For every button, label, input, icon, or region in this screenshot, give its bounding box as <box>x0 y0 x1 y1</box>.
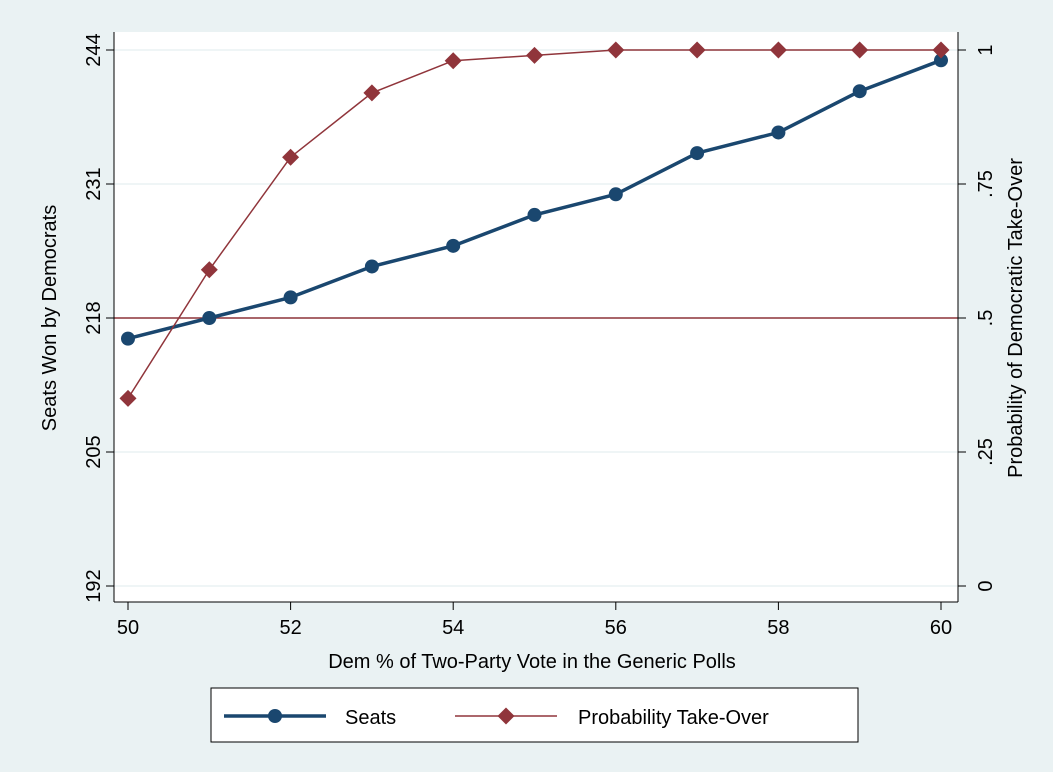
probability-point <box>119 389 137 407</box>
legend-key-seats-marker <box>268 709 282 723</box>
probability-point <box>282 148 300 166</box>
probability-point <box>200 261 218 279</box>
y-right-tick-label: .5 <box>975 310 997 327</box>
legend-label-seats: Seats <box>345 707 396 729</box>
probability-point <box>688 41 706 59</box>
probability-point <box>444 52 462 70</box>
y-left-tick-label: 244 <box>83 33 105 66</box>
probability-point <box>363 84 381 102</box>
seats-point <box>608 187 623 202</box>
seats-point <box>690 146 705 161</box>
y-left-tick-label: 205 <box>83 435 105 468</box>
y-left-tick-label: 231 <box>83 167 105 200</box>
y-right-tick-label: 0 <box>975 580 997 591</box>
probability-point <box>607 41 625 59</box>
seats-point <box>771 125 786 140</box>
x-tick-label: 52 <box>279 617 301 639</box>
seats-point <box>527 207 542 222</box>
y-axis-left-title: Seats Won by Democrats <box>39 205 61 431</box>
x-tick-label: 50 <box>117 617 139 639</box>
y-axis-right-title: Probability of Democratic Take-Over <box>1005 158 1027 478</box>
seats-point <box>364 259 379 274</box>
y-right-tick-label: .25 <box>975 438 997 466</box>
probability-point <box>769 41 787 59</box>
seats-point <box>934 53 948 68</box>
y-left-tick-label: 218 <box>83 301 105 334</box>
series-seats <box>121 53 948 346</box>
seats-point <box>283 290 298 305</box>
seats-point <box>121 331 135 346</box>
seats-point <box>202 311 217 325</box>
legend-label-probability: Probability Take-Over <box>578 707 769 729</box>
legend: Seats Probability Take-Over <box>210 687 859 743</box>
probability-point <box>932 41 950 59</box>
x-tick-label: 60 <box>930 617 952 639</box>
x-tick-label: 56 <box>605 617 627 639</box>
x-tick-label: 58 <box>767 617 789 639</box>
probability-point <box>851 41 869 59</box>
x-tick-label: 54 <box>442 617 464 639</box>
probability-point <box>526 46 543 64</box>
x-axis-title: Dem % of Two-Party Vote in the Generic P… <box>328 651 736 673</box>
y-right-tick-label: .75 <box>975 170 997 198</box>
series-probability <box>119 41 950 407</box>
axes: 192 205 218 231 244 0 .25 .5 .75 1 50 52 54 56 58 60 <box>83 32 997 639</box>
seats-point <box>852 84 867 99</box>
plot-area <box>114 32 958 602</box>
legend-key-probability-marker <box>497 707 515 725</box>
y-left-tick-label: 192 <box>83 569 105 602</box>
seats-point <box>446 238 461 253</box>
series <box>119 41 950 407</box>
y-right-tick-label: 1 <box>975 44 997 55</box>
